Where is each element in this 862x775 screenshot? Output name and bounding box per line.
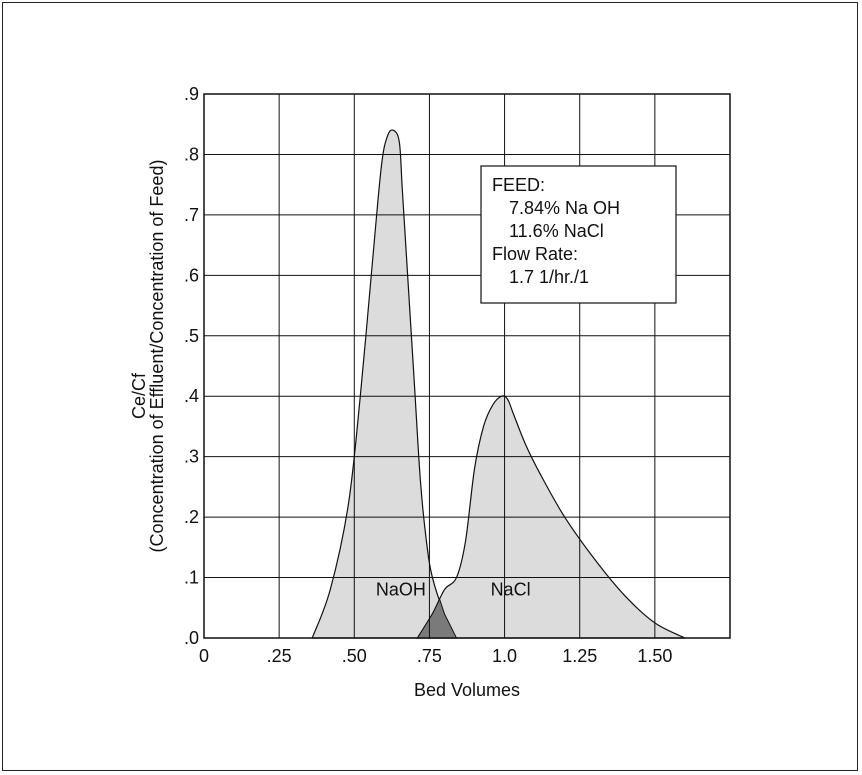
x-tick-labels: 0 .25 .50 .75 1.0 1.25 1.50: [199, 646, 672, 666]
feed-box-frame: [480, 165, 677, 304]
nacl-peak-label: NaCl: [491, 580, 531, 600]
feed-info-box: FEED: 7.84% Na OH 11.6% NaCl Flow Rate: …: [480, 165, 677, 304]
y-tick-label: .4: [184, 386, 199, 406]
y-tick-label: .5: [184, 326, 199, 346]
x-tick-label: 1.50: [637, 646, 672, 666]
y-tick-label: .3: [184, 447, 199, 467]
overlap-area: [416, 599, 458, 639]
y-tick-label: .6: [184, 265, 199, 285]
y-tick-label: .2: [184, 507, 199, 527]
feed-nacl-percent: 11.6% NaCl: [509, 221, 604, 241]
feed-naoh-percent: 7.84% Na OH: [509, 198, 620, 218]
y-tick-label: .7: [184, 205, 199, 225]
y-tick-label: .8: [184, 144, 199, 164]
flow-rate-heading: Flow Rate:: [492, 244, 578, 264]
elution-chart: 0 .25 .50 .75 1.0 1.25 1.50 .0 .1 .2 .3 .4 .5 .6 .7 .8…: [129, 84, 731, 700]
naoh-peak-label: NaOH: [376, 580, 426, 600]
y-tick-labels: .0 .1 .2 .3 .4 .5 .6 .7 .8 .9: [184, 84, 199, 648]
y-axis-label-line2: (Concentration of Effluent/Concentration…: [147, 160, 167, 553]
x-tick-label: 0: [199, 646, 209, 666]
x-tick-label: .50: [342, 646, 367, 666]
x-tick-label: .25: [267, 646, 292, 666]
y-axis-label-line1: Ce/Cf: [129, 372, 149, 419]
x-tick-label: 1.0: [492, 646, 517, 666]
y-tick-label: .1: [184, 568, 199, 588]
plot-border: [203, 93, 731, 639]
y-tick-label: .0: [184, 628, 199, 648]
feed-heading: FEED:: [492, 175, 545, 195]
y-tick-label: .9: [184, 84, 199, 104]
flow-rate-value: 1.7 1/hr./1: [509, 267, 589, 287]
x-tick-label: .75: [417, 646, 442, 666]
peak-area-naoh: [311, 129, 458, 639]
x-axis-label: Bed Volumes: [414, 680, 520, 700]
x-tick-label: 1.25: [562, 646, 597, 666]
